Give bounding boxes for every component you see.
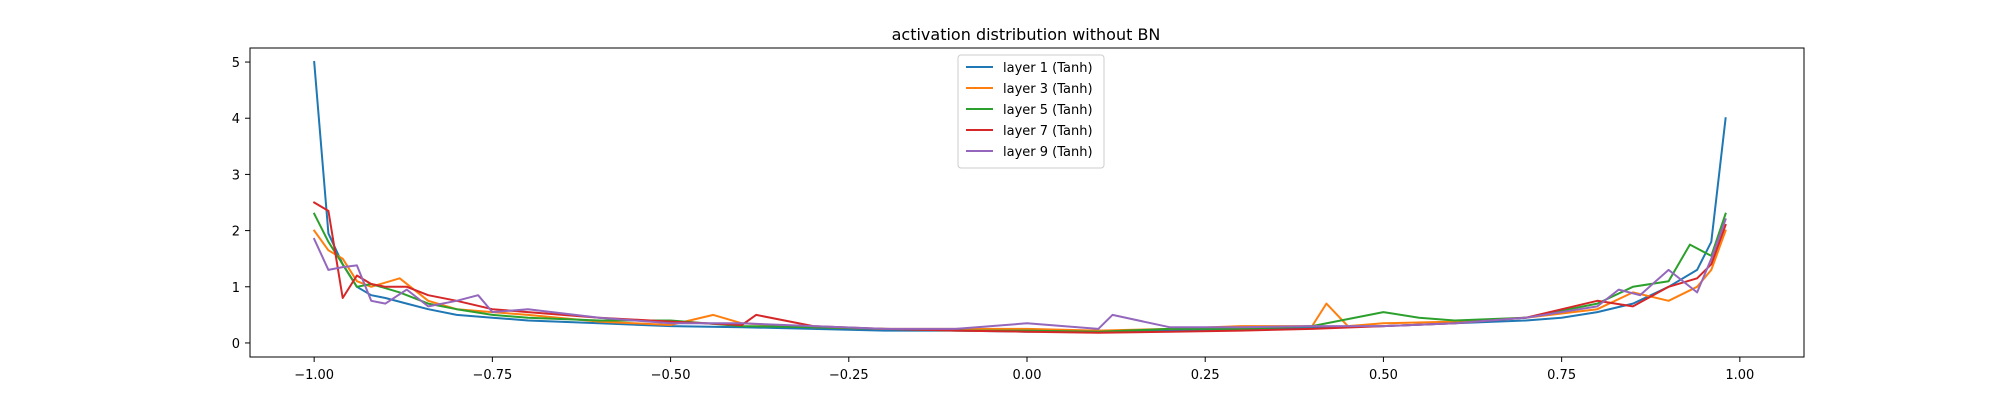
legend-label: layer 5 (Tanh)	[1003, 103, 1093, 118]
x-tick-label: −1.00	[294, 368, 334, 383]
x-tick-label: −0.75	[472, 368, 512, 383]
series-line-layer-9	[312, 218, 1727, 330]
y-tick-label: 1	[232, 281, 240, 296]
y-tick-label: 3	[232, 168, 240, 183]
y-tick-label: 4	[232, 112, 240, 127]
chart-title: activation distribution without BN	[892, 25, 1161, 44]
legend-frame	[957, 54, 1105, 169]
x-tick-label: 0.50	[1369, 368, 1398, 383]
legend-label: layer 9 (Tanh)	[1003, 145, 1093, 160]
x-tick-label: −0.25	[829, 368, 869, 383]
legend-label: layer 7 (Tanh)	[1003, 124, 1093, 139]
legend: layer 1 (Tanh) layer 3 (Tanh) layer 5 (Tan…	[957, 54, 1105, 169]
series-layer	[312, 60, 1727, 334]
legend-label: layer 3 (Tanh)	[1003, 82, 1093, 97]
y-tick-label: 0	[232, 337, 240, 352]
y-tick-label: 2	[232, 225, 240, 240]
y-tick-label: 5	[232, 56, 240, 71]
x-tick-label: 0.75	[1547, 368, 1576, 383]
axes-layer: −1.00 −0.75 −0.50 −0.25 0.00 0.25 0.50 0.75 1.00…	[232, 47, 1805, 383]
x-tick-label: 1.00	[1725, 368, 1754, 383]
x-tick-label: −0.50	[651, 368, 691, 383]
x-tick-label: 0.00	[1013, 368, 1042, 383]
legend-label: layer 1 (Tanh)	[1003, 61, 1093, 76]
x-tick-label: 0.25	[1191, 368, 1220, 383]
